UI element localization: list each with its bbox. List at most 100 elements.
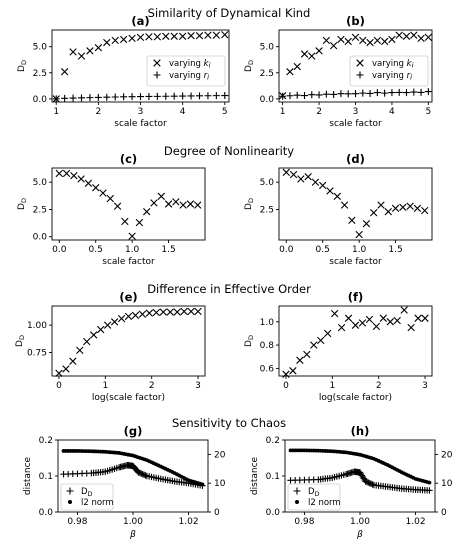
y-tick-label: 0.0 [260,95,275,105]
data-point-x [340,201,349,209]
data-point-x [84,179,93,187]
data-point-x [103,38,111,47]
data-point-x [99,189,107,197]
data-point-x [289,170,298,179]
l2-norm-point [427,480,432,485]
data-point-plus [170,92,178,100]
data-point-x [337,35,345,44]
data-point-x [333,192,341,201]
l2-norm-point [200,482,205,487]
data-point-x [359,36,367,45]
y-tick-label: 5.0 [33,178,48,188]
y-axis-label: DD [15,335,26,347]
dd-point [365,479,372,486]
data-point-plus [137,93,144,101]
x-tick-label: 2 [316,107,322,117]
x-axis-label: β [356,530,363,540]
legend-marker-plus [66,487,74,495]
axes-frame [278,305,433,377]
data-point-x [296,356,304,364]
data-point-x [117,314,126,323]
data-point-x [402,32,411,40]
y2-tick-label: 20 [441,450,453,460]
data-point-plus [424,88,432,96]
y-axis-label: DD [17,198,28,210]
data-point-x [329,41,338,50]
data-point-x [308,52,316,60]
panel-a: (a) 1 2 3 4 5 0.0 2.5 5.0 scale factor DD varying k… [17,14,230,129]
x-tick-label: 0.98 [294,517,314,527]
x-tick-label: 2 [149,381,155,391]
data-point-plus [111,93,119,101]
x-tick-label: 1.02 [406,517,426,527]
data-point-plus [330,90,338,98]
data-point-x [77,175,85,183]
data-point-x [128,34,136,43]
data-point-plus [179,92,187,100]
data-point-x [330,309,339,318]
data-point-x [362,219,371,228]
x-tick-label: 3 [195,381,201,391]
data-point-x [413,204,422,213]
data-point-x [62,169,71,178]
data-point-x [124,312,133,321]
x-axis-label: log(scale factor) [319,393,392,403]
dd-point [367,480,375,487]
data-point-x [393,316,401,325]
data-point-x [143,207,151,216]
data-point-x [421,314,429,322]
dd-point [136,469,144,477]
data-point-plus [196,92,203,100]
y2-tick-label: 0 [214,508,220,518]
axes-frame [51,305,206,377]
data-point-x [414,314,422,322]
y-tick-label: 0.0 [39,508,54,518]
data-point-plus [337,90,345,98]
legend-label: varying ki [372,59,414,70]
data-point-plus [145,92,153,100]
y-axis-label: DD [244,60,255,72]
data-point-x [379,314,388,322]
panel-title: (f) [348,290,364,304]
data-point-x [355,230,363,239]
data-point-plus [187,92,195,100]
legend-label: varying ri [372,71,412,82]
data-point-x [297,175,305,183]
data-point-x [399,203,407,211]
data-point-x [421,206,429,215]
x-tick-label: 1.02 [179,517,199,527]
data-point-x [377,201,385,209]
y-axis-label: DD [244,198,255,210]
data-point-x [92,183,100,192]
data-point-plus [381,89,389,97]
legend-marker-dot [68,500,72,504]
data-point-plus [352,90,359,98]
data-point-x [173,308,181,316]
dd-point [142,472,149,479]
data-point-plus [120,93,128,101]
legend-label: DD [81,487,93,498]
data-point-x [417,34,425,43]
x-tick-label: 1.00 [123,517,143,527]
data-point-x [170,32,178,40]
data-point-plus [322,90,330,98]
data-point-x [282,370,290,378]
data-point-plus [388,89,396,97]
data-point-x [315,47,323,55]
x-axis-label: scale factor [114,119,167,129]
data-point-plus [128,93,136,101]
legend-marker-plus [356,71,364,79]
data-point-x [289,367,297,375]
dd-point [362,478,369,485]
x-tick-label: 1.0 [125,245,140,255]
data-point-plus [221,92,229,100]
legend-box [60,483,114,511]
data-point-x [195,32,204,40]
x-tick-label: 5 [425,107,431,117]
data-point-x [103,321,112,329]
y-tick-label: 5.0 [260,43,275,53]
panel-title: (c) [120,152,137,166]
legend-label: l2 norm [81,498,114,508]
data-point-x [370,209,378,217]
x-tick-label: 1 [102,381,108,391]
